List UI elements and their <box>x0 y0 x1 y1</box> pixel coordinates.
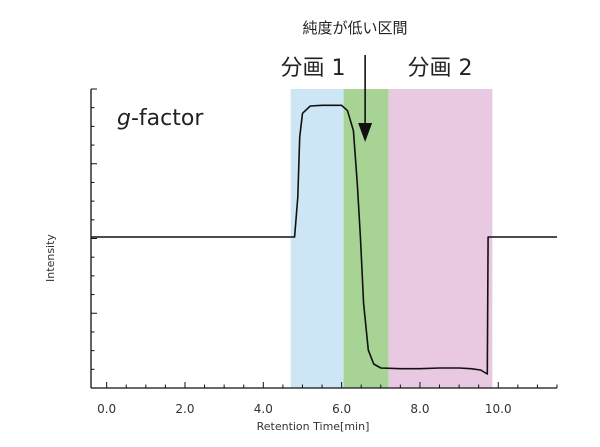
annotation-text: 純度が低い区間 <box>302 19 407 37</box>
x-tick-label: 8.0 <box>410 402 429 416</box>
region-band-3 <box>388 89 493 388</box>
in-plot-label-prefix: g <box>117 106 131 131</box>
annotation-arrow-head <box>358 123 373 142</box>
axes <box>90 88 558 389</box>
x-tick-label: 6.0 <box>332 402 351 416</box>
region-band-1 <box>290 89 344 388</box>
region-label-1: 分画 1 <box>281 56 346 81</box>
x-tick-label: 10.0 <box>485 402 512 416</box>
x-tick-label: 4.0 <box>254 402 273 416</box>
y-axis-title: Intensity <box>44 234 57 282</box>
in-plot-label-text: -factor <box>131 106 204 131</box>
region-label-2: 分画 2 <box>408 56 473 81</box>
in-plot-label: g-factor <box>117 106 204 131</box>
fraction-regions <box>290 89 493 388</box>
g-factor-signal-line <box>91 104 557 375</box>
series-layer <box>91 104 557 375</box>
labels-layer: 0.0 2.0 4.0 6.0 8.0 10.0 Retention Time[min] In… <box>44 19 512 433</box>
x-tick-label: 0.0 <box>97 402 116 416</box>
x-tick-label: 2.0 <box>175 402 194 416</box>
x-axis-title: Retention Time[min] <box>257 420 370 433</box>
